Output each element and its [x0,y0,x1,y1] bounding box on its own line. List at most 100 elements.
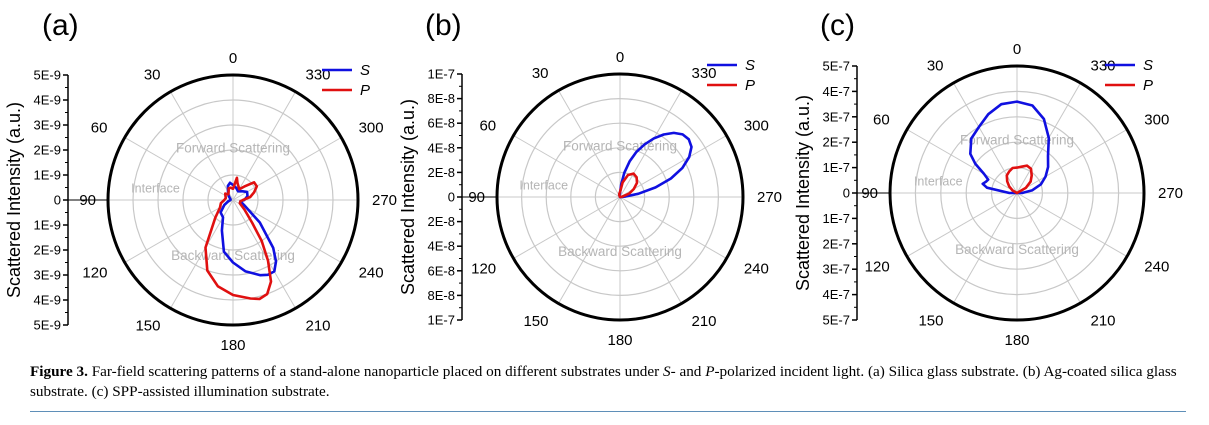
radial-tick-label: 8E-8 [428,91,455,106]
region-label-backward: Backward Scattering [558,244,682,259]
radial-tick-label: 4E-7 [823,287,850,302]
y-axis-label: Scattered Intensity (a.u.) [398,99,418,295]
legend-label: P [1143,77,1153,94]
caption-part: P [705,363,715,380]
region-label-interface: Interface [131,182,180,196]
grid-spoke [124,199,234,263]
panel-label: (c) [820,9,855,42]
figure-label: Figure 3. [30,363,88,380]
grid-spoke [558,90,621,198]
caption-part: -polarized incident light. (a) Silica gl… [30,363,1177,400]
radial-tick-label: 2E-7 [823,236,850,251]
grid-spoke [953,192,1018,304]
radial-tick-label: 1E-9 [34,218,61,233]
grid-spoke [906,192,1018,257]
angle-tick-label: 30 [144,66,161,83]
polar-chart-b: (b) Forward Scattering Interface Backward S… [398,9,782,349]
angle-tick-label: 0 [1013,41,1021,58]
angle-tick-label: 240 [744,261,769,278]
radial-tick-label: 4E-7 [823,84,850,99]
grid-spoke [906,129,1018,194]
radial-tick-label: 1E-7 [428,67,455,82]
radial-tick-label: 2E-8 [428,165,455,180]
angle-tick-label: 300 [1144,112,1169,129]
radial-tick-label: 5E-7 [823,59,850,74]
radial-tick-label: 1E-7 [428,313,455,328]
region-label-forward: Forward Scattering [960,133,1074,148]
legend-label: P [745,77,755,94]
radial-tick-label: 1E-7 [823,160,850,175]
angle-tick-label: 30 [927,58,944,75]
angle-tick-label: 240 [1144,259,1169,276]
region-label-forward: Forward Scattering [563,138,677,153]
caption-part: - and [670,363,706,380]
panel-label: (b) [425,9,462,42]
radial-tick-label: 5E-9 [34,68,61,83]
radial-tick-label: 8E-8 [428,288,455,303]
grid-spoke [232,91,296,201]
radial-tick-label: 6E-8 [428,263,455,278]
grid-spoke [513,196,621,259]
series-line-p [204,176,273,301]
region-label-interface: Interface [519,179,568,193]
radial-tick-label: 6E-8 [428,116,455,131]
region-label-backward: Backward Scattering [955,242,1079,257]
angle-tick-label: 0 [229,50,237,67]
grid-spoke [619,135,727,198]
radial-tick-label: 1E-7 [823,211,850,226]
grid-spoke [1016,192,1081,304]
radial-tick-label: 0 [843,186,850,201]
radial-tick-label: 4E-9 [34,293,61,308]
region-label-interface: Interface [914,174,963,188]
angle-tick-label: 300 [359,120,384,137]
radial-tick-label: 1E-9 [34,168,61,183]
angle-tick-label: 210 [692,313,717,330]
grid-spoke [619,90,682,198]
legend-label: P [360,82,370,99]
grid-spoke [619,196,682,304]
radial-tick-label: 3E-9 [34,118,61,133]
radial-tick-label: 2E-9 [34,243,61,258]
figure-caption: Figure 3. Far-field scattering patterns … [30,362,1190,402]
series-line-s [969,100,1051,195]
radial-tick-label: 4E-8 [428,239,455,254]
angle-tick-label: 180 [220,337,245,350]
y-axis-label: Scattered Intensity (a.u.) [4,102,24,298]
grid-spoke [1016,192,1128,257]
angle-tick-label: 150 [135,318,160,335]
radial-tick-label: 0 [448,190,455,205]
grid-spoke [232,137,342,201]
grid-spoke [619,196,727,259]
angle-tick-label: 150 [918,312,943,329]
radial-tick-label: 5E-9 [34,318,61,333]
series-line-p [617,172,639,199]
radial-tick-label: 3E-9 [34,268,61,283]
angle-tick-label: 270 [1158,185,1183,202]
angle-tick-label: 180 [607,332,632,349]
grid-spoke [124,137,234,201]
angle-tick-label: 330 [692,65,717,82]
angle-tick-label: 60 [479,118,496,135]
radial-tick-label: 4E-8 [428,140,455,155]
angle-tick-label: 60 [873,112,890,129]
y-axis-label: Scattered Intensity (a.u.) [793,95,813,291]
radial-tick-label: 4E-9 [34,93,61,108]
grid-spoke [232,199,296,309]
caption-divider [30,411,1186,412]
series-line-p [1005,164,1033,195]
angle-tick-label: 180 [1004,332,1029,349]
angle-tick-label: 120 [82,265,107,282]
grid-spoke [1016,129,1128,194]
angle-tick-label: 270 [757,189,782,206]
angle-tick-label: 210 [306,318,331,335]
angle-tick-label: 210 [1091,312,1116,329]
panel-label: (a) [42,9,79,42]
angle-tick-label: 330 [1091,58,1116,75]
radial-tick-label: 3E-7 [823,262,850,277]
grid-spoke [513,135,621,198]
caption-body: Far-field scattering patterns of a stand… [30,363,1177,400]
angle-tick-label: 270 [372,192,397,209]
grid-spoke [170,91,234,201]
radial-tick-label: 2E-9 [34,143,61,158]
